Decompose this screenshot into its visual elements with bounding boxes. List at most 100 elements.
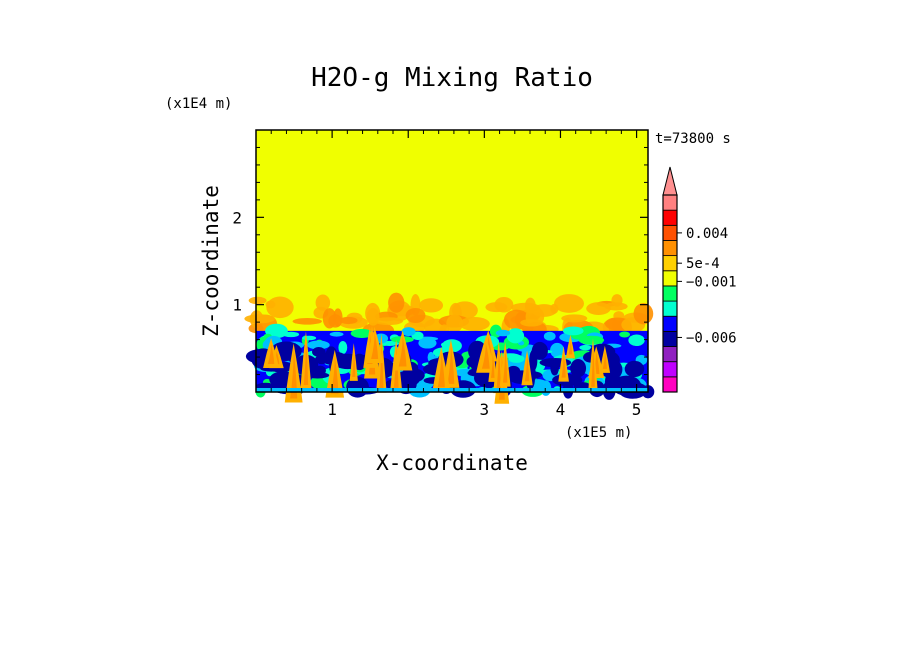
plume-core — [331, 355, 339, 394]
plume-top-blob — [586, 302, 611, 316]
plume-top-blob — [561, 314, 588, 323]
colorbar-label: −0.001 — [686, 274, 737, 290]
plume-core — [524, 356, 530, 382]
swirl-blob — [506, 328, 525, 344]
plume-core — [481, 342, 490, 369]
chart-title: H2O-g Mixing Ratio — [311, 63, 593, 93]
plume-core — [398, 336, 407, 367]
deep-blob — [314, 365, 326, 376]
colorbar-segment — [662, 300, 678, 317]
plume-top-blob — [315, 294, 331, 311]
plume-core — [303, 337, 309, 386]
colorbar-label: 0.004 — [686, 226, 728, 242]
colorbar-segment — [662, 270, 678, 287]
deep-blob — [506, 365, 521, 377]
plume-core — [352, 349, 356, 377]
colorbar-label: −0.006 — [686, 330, 737, 346]
deep-blob — [570, 359, 587, 378]
axes: 1 2 3 4 5 1 2 — [232, 129, 649, 419]
swirl-blob — [579, 344, 592, 351]
plume-top-blob — [611, 294, 623, 307]
deep-blob — [531, 341, 548, 360]
deep-blob — [624, 360, 645, 378]
swirl-blob — [508, 354, 525, 363]
plume-core — [267, 344, 275, 365]
plume-top-blob — [388, 292, 405, 313]
plume-top-blob — [322, 308, 337, 329]
colorbar-extend-arrow — [662, 166, 678, 196]
y-tick-label: 2 — [232, 208, 242, 227]
deep-blob — [312, 346, 326, 357]
x-tick-label: 5 — [632, 400, 642, 419]
plume-top-blob — [459, 317, 490, 331]
x-axis-label: X-coordinate — [376, 451, 528, 475]
surface-strip — [256, 388, 648, 392]
swirl-blob — [282, 331, 300, 338]
colorbar-segment — [662, 194, 678, 211]
plume-top-blob — [520, 318, 543, 327]
plume-core — [591, 344, 595, 387]
deep-blob — [550, 360, 559, 376]
plume-core — [437, 352, 445, 388]
plume-core — [503, 348, 508, 383]
plume-top-blob — [292, 318, 322, 325]
colorbar-segment — [662, 240, 678, 257]
colorbar-segment — [662, 346, 678, 363]
plume-core — [371, 332, 379, 359]
swirl-blob — [401, 327, 416, 337]
plume-top-blob — [446, 314, 463, 333]
colorbar: 0.004 5e-4 −0.001 −0.006 — [662, 166, 737, 393]
swirl-blob — [338, 340, 348, 355]
plume-top-blob — [266, 296, 294, 319]
swirl-blob — [495, 329, 511, 337]
x-scale-label: (x1E5 m) — [565, 425, 632, 441]
plume-top-blob — [419, 298, 444, 313]
plume-core — [561, 352, 566, 378]
colorbar-segment — [662, 285, 678, 302]
swirl-blob — [619, 331, 631, 338]
y-scale-label: (x1E4 m) — [165, 96, 232, 112]
swirl-blob — [307, 340, 330, 350]
plume-top-blob — [339, 316, 358, 325]
swirl-blob — [350, 328, 374, 338]
mixing-ratio-field — [244, 130, 655, 404]
swirl-blob — [543, 331, 556, 341]
colorbar-label: 5e-4 — [686, 256, 720, 272]
plume-core — [568, 340, 573, 355]
deep-blob — [255, 382, 276, 390]
swirl-blob — [302, 335, 317, 341]
colorbar-segment — [662, 315, 678, 332]
colorbar-segment — [662, 255, 678, 272]
plume-top-blob — [485, 302, 508, 313]
colorbar-segment — [662, 224, 678, 241]
plume-core — [490, 352, 495, 378]
deep-blob — [315, 354, 328, 365]
swirl-blob — [562, 326, 584, 336]
plume-top-blob — [405, 307, 426, 324]
plume-core — [447, 345, 455, 384]
x-tick-label: 1 — [327, 400, 337, 419]
plot-frame — [255, 129, 649, 393]
plume-top-blob — [244, 314, 276, 324]
colorbar-segment — [662, 361, 678, 378]
swirl-blob — [550, 342, 565, 358]
colorbar-segment — [662, 376, 678, 393]
y-axis-label: Z-coordinate — [199, 185, 223, 337]
x-tick-label: 2 — [403, 400, 413, 419]
colorbar-segment — [662, 330, 678, 347]
time-label: t=73800 s — [655, 131, 731, 147]
swirl-blob — [329, 331, 344, 337]
plume-top-blob — [524, 297, 536, 314]
plume-core — [379, 339, 384, 389]
plume-top-blob — [554, 294, 584, 313]
swirl-blob — [578, 335, 605, 345]
plume-top-blob — [248, 296, 267, 305]
plume-top-blob — [373, 317, 404, 326]
plume-core — [290, 349, 298, 399]
y-tick-label: 1 — [232, 296, 242, 315]
swirl-blob — [628, 334, 645, 347]
x-tick-label: 4 — [556, 400, 566, 419]
plume-core — [602, 351, 607, 369]
x-tick-label: 3 — [480, 400, 490, 419]
